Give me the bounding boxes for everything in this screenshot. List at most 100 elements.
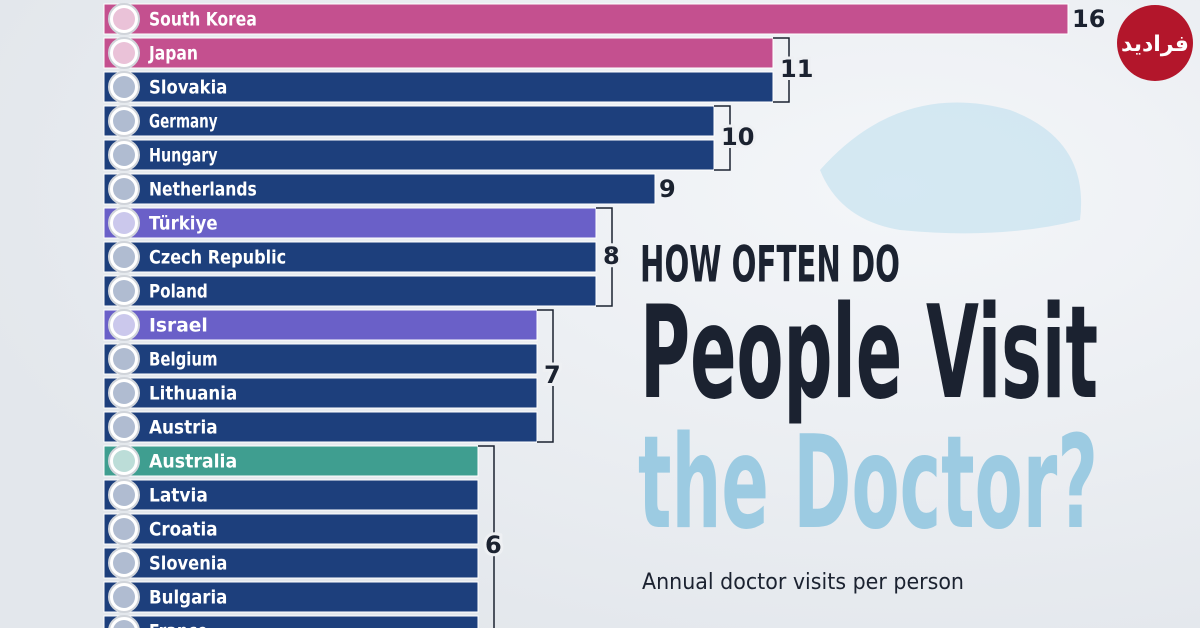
category-label: Czech Republic	[149, 247, 286, 269]
bar	[103, 445, 479, 477]
category-label: Australia	[149, 451, 237, 473]
bar	[103, 71, 774, 103]
category-label: Türkiye	[149, 213, 218, 235]
bar	[103, 377, 538, 409]
flag-inner	[113, 620, 135, 628]
category-label: France	[149, 621, 208, 628]
flag	[108, 139, 140, 171]
title-line: the Doctor?	[638, 409, 1098, 558]
flag	[108, 547, 140, 579]
flag	[108, 513, 140, 545]
flag-inner	[113, 246, 135, 268]
bar	[103, 37, 774, 69]
category-label: Latvia	[149, 485, 208, 507]
flag-inner	[113, 212, 135, 234]
flag-inner	[113, 416, 135, 438]
flag-inner	[113, 314, 135, 336]
bar	[103, 241, 597, 273]
category-label: Poland	[149, 281, 208, 303]
flag	[108, 411, 140, 443]
flag-inner	[113, 518, 135, 540]
flag	[108, 37, 140, 69]
value-label: 8	[603, 242, 620, 270]
value-label: 6	[485, 531, 502, 559]
category-label: Austria	[149, 417, 218, 439]
category-label: Slovenia	[149, 553, 227, 575]
flag	[108, 445, 140, 477]
category-label: Lithuania	[149, 383, 237, 405]
group-bracket	[714, 105, 731, 171]
bar	[103, 309, 538, 341]
flag	[108, 615, 140, 628]
flag	[108, 207, 140, 239]
category-label: Netherlands	[149, 179, 257, 201]
bar	[103, 275, 597, 307]
category-label: Slovakia	[149, 77, 227, 99]
flag	[108, 377, 140, 409]
flag	[108, 581, 140, 613]
subtitle: Annual doctor visits per person	[642, 570, 964, 595]
title-line: HOW OFTEN DO	[640, 236, 900, 294]
flag-inner	[113, 76, 135, 98]
title-block: HOW OFTEN DO People Visit the Doctor? An…	[638, 236, 1098, 596]
flag-inner	[113, 42, 135, 64]
flag-inner	[113, 348, 135, 370]
flag-inner	[113, 144, 135, 166]
bar	[103, 581, 479, 613]
flag	[108, 479, 140, 511]
flag-inner	[113, 450, 135, 472]
logo-badge	[1117, 5, 1193, 81]
bar	[103, 513, 479, 545]
title-line: People Visit	[640, 279, 1098, 428]
bar	[103, 3, 1069, 35]
bar	[103, 615, 479, 628]
flag-inner	[113, 484, 135, 506]
flag	[108, 71, 140, 103]
category-label: Belgium	[149, 349, 218, 371]
glove-decoration	[820, 102, 1082, 234]
category-label: Bulgaria	[149, 587, 227, 609]
flag	[108, 173, 140, 205]
category-label: Japan	[147, 43, 198, 65]
group-bracket	[596, 207, 613, 307]
flag	[108, 3, 140, 35]
value-label: 10	[721, 123, 754, 151]
group-bracket	[537, 309, 554, 443]
bars: South Korea Japan Slovakia Germany Hungary Ne…	[103, 3, 1105, 628]
flag	[108, 241, 140, 273]
flag-inner	[113, 552, 135, 574]
group-bracket	[773, 37, 790, 103]
flag-inner	[113, 178, 135, 200]
bar	[103, 411, 538, 443]
flag	[108, 105, 140, 137]
value-label: 7	[544, 361, 561, 389]
category-label: Germany	[149, 111, 218, 133]
group-bracket	[478, 445, 495, 628]
logo: فرادید	[1117, 5, 1193, 81]
flag	[108, 275, 140, 307]
category-label: Israel	[149, 315, 208, 337]
bar	[103, 139, 715, 171]
category-label: South Korea	[149, 9, 257, 31]
bar	[103, 173, 656, 205]
value-label: 16	[1072, 5, 1105, 33]
value-label: 9	[659, 175, 676, 203]
flag-inner	[113, 8, 135, 30]
bar	[103, 207, 597, 239]
bar	[103, 105, 715, 137]
category-label: Croatia	[149, 519, 218, 541]
bar	[103, 343, 538, 375]
category-label: Hungary	[149, 145, 218, 167]
flag-inner	[113, 110, 135, 132]
value-label: 11	[780, 55, 813, 83]
flag-inner	[113, 586, 135, 608]
bar	[103, 547, 479, 579]
bar	[103, 479, 479, 511]
flag-inner	[113, 280, 135, 302]
flag	[108, 343, 140, 375]
flag-inner	[113, 382, 135, 404]
logo-text: فرادید	[1121, 32, 1189, 57]
flag	[108, 309, 140, 341]
